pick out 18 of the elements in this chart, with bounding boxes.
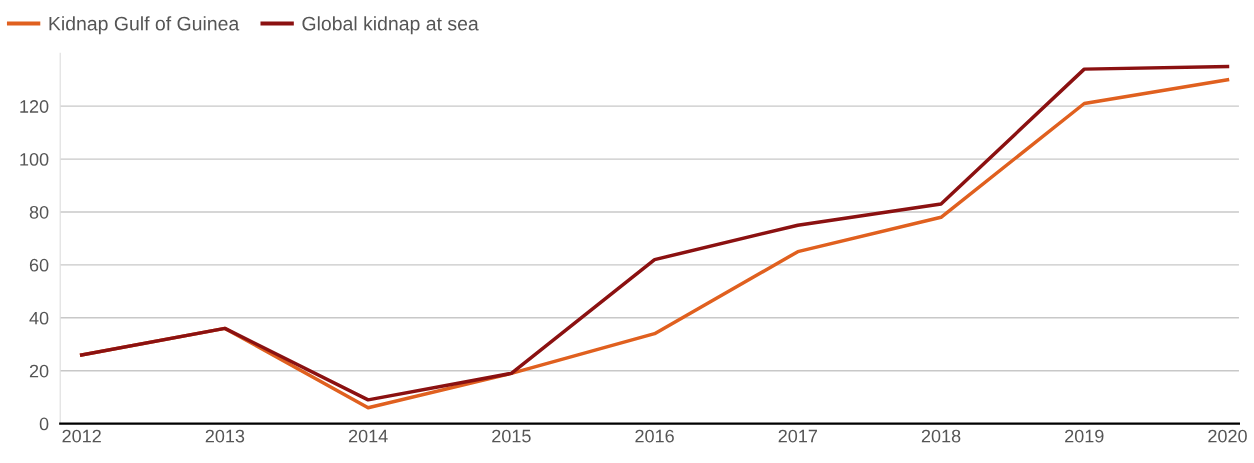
y-tick-label: 60 xyxy=(29,258,49,272)
x-tick-label: 2015 xyxy=(492,429,531,443)
x-tick-label: 2014 xyxy=(348,429,388,443)
x-tick-label: 2020 xyxy=(1208,429,1247,443)
x-tick-label: 2018 xyxy=(921,429,961,443)
x-tick-label: 2013 xyxy=(205,429,245,443)
y-tick-label: 80 xyxy=(29,205,49,219)
y-tick-label: 40 xyxy=(29,311,49,325)
y-tick-label: 20 xyxy=(29,364,49,378)
y-tick-label: 0 xyxy=(39,417,49,431)
x-tick-label: 2017 xyxy=(778,429,817,443)
x-tick-label: 2012 xyxy=(62,429,101,443)
x-tick-label: 2019 xyxy=(1065,429,1104,443)
y-tick-label: 120 xyxy=(20,100,49,113)
x-tick-label: 2016 xyxy=(635,429,674,443)
legend-label: Kidnap Gulf of Guinea xyxy=(49,16,240,35)
y-tick-label: 100 xyxy=(20,153,49,166)
legend-label: Global kidnap at sea xyxy=(302,16,479,35)
